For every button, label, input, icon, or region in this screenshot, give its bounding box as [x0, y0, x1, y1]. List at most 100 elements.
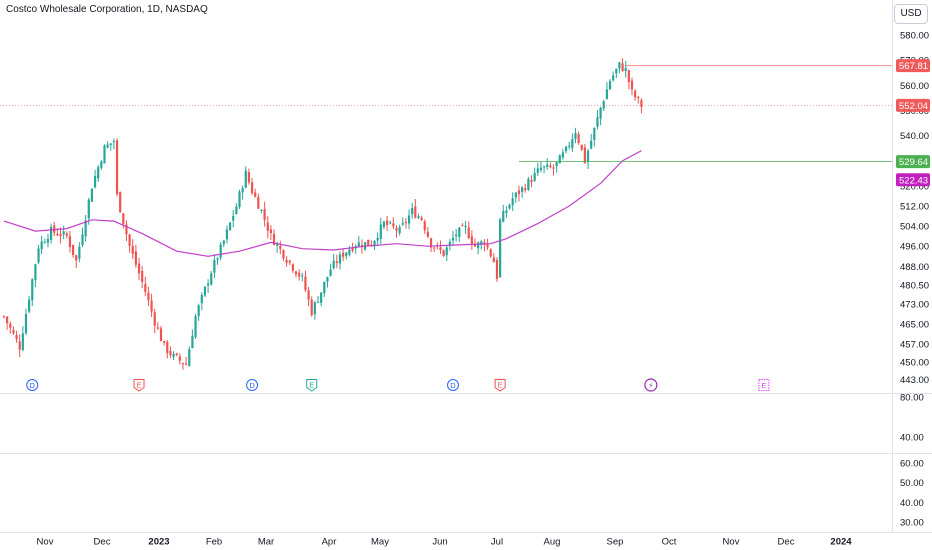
candle-body [392, 223, 395, 227]
candle [621, 58, 624, 72]
candle-body [634, 90, 637, 98]
dividend-marker: D [26, 379, 39, 391]
candle-body [389, 222, 392, 224]
candle [81, 227, 84, 248]
candle-body [470, 236, 473, 244]
candle-body [316, 301, 320, 303]
moving-average-line [3, 150, 642, 257]
candle [316, 296, 320, 304]
candle-body [395, 227, 398, 231]
candle-body [461, 225, 464, 227]
candle [514, 191, 517, 203]
candle [335, 254, 338, 269]
candle [84, 214, 87, 242]
candle-body [451, 237, 455, 241]
candle [508, 203, 511, 210]
candle-body [112, 141, 115, 143]
candle [407, 209, 411, 230]
split-icon [644, 378, 658, 392]
candle-body [546, 164, 549, 167]
candle [332, 253, 335, 270]
candle-body [511, 198, 514, 206]
split-marker: ⚡ [644, 378, 658, 392]
candle [423, 219, 426, 234]
currency-button[interactable]: USD [894, 4, 928, 24]
candle [564, 145, 568, 154]
time-tick-label: Nov [723, 537, 740, 548]
candle [50, 223, 53, 244]
candle-body [342, 252, 345, 257]
candle-body [423, 221, 426, 231]
candle [505, 206, 508, 218]
candle-body [207, 283, 210, 286]
candle [285, 256, 288, 267]
price-label-box [896, 155, 930, 169]
candle-body [335, 261, 338, 264]
candle [477, 241, 480, 255]
candle-body [521, 187, 524, 193]
time-tick-label: May [371, 537, 389, 548]
candle-body [75, 255, 78, 261]
candle-body [103, 145, 106, 164]
candle [593, 127, 596, 147]
candle-body [225, 229, 229, 240]
candle [222, 239, 225, 248]
candle-body [599, 107, 602, 119]
candle-body [175, 353, 178, 356]
candle-body [568, 145, 571, 147]
candle [163, 340, 166, 346]
candle-body [348, 249, 351, 255]
time-tick-label: Feb [206, 537, 222, 548]
split-label: ⚡ [648, 381, 653, 390]
candle-body [326, 276, 329, 282]
candle [414, 199, 417, 219]
candle [288, 259, 291, 266]
candle [24, 308, 28, 336]
candle-body [166, 341, 169, 353]
candle-body [411, 207, 414, 215]
candle [68, 231, 72, 253]
candle-body [40, 241, 43, 250]
candle [637, 95, 640, 104]
price-label-box [896, 173, 930, 187]
candle [310, 296, 313, 317]
candle [395, 225, 398, 238]
candle [568, 141, 571, 150]
candle-body [203, 286, 207, 296]
earnings-label: E [498, 381, 503, 390]
candle [608, 79, 612, 91]
candle-body [216, 258, 219, 260]
candle-body [109, 143, 112, 145]
candle [586, 148, 590, 170]
candle-body [508, 204, 511, 209]
candle [294, 270, 298, 278]
candle-body [593, 127, 596, 140]
candle [521, 186, 524, 198]
candle [511, 192, 514, 211]
candle [65, 231, 68, 239]
price-label: 567.81 [899, 61, 928, 72]
candle [376, 232, 379, 246]
price-label: 552.04 [899, 101, 928, 112]
candle-body [561, 152, 565, 158]
candle [530, 175, 533, 188]
candle [354, 244, 357, 254]
candle-body [477, 242, 480, 249]
candle [40, 235, 43, 254]
price-tick-label: 560.00 [900, 81, 929, 92]
candle [542, 165, 546, 174]
candle-body [50, 226, 53, 240]
candle-body [320, 292, 323, 303]
candle-body [590, 140, 593, 149]
candle-body [621, 63, 624, 71]
candle-body [329, 269, 332, 276]
candle [12, 326, 15, 336]
candle [461, 223, 464, 227]
candle-body [87, 199, 90, 219]
candle [100, 159, 103, 171]
candle-body [640, 100, 643, 107]
earnings-marker: E [494, 379, 506, 392]
price-tick-label: 443.00 [900, 375, 929, 386]
